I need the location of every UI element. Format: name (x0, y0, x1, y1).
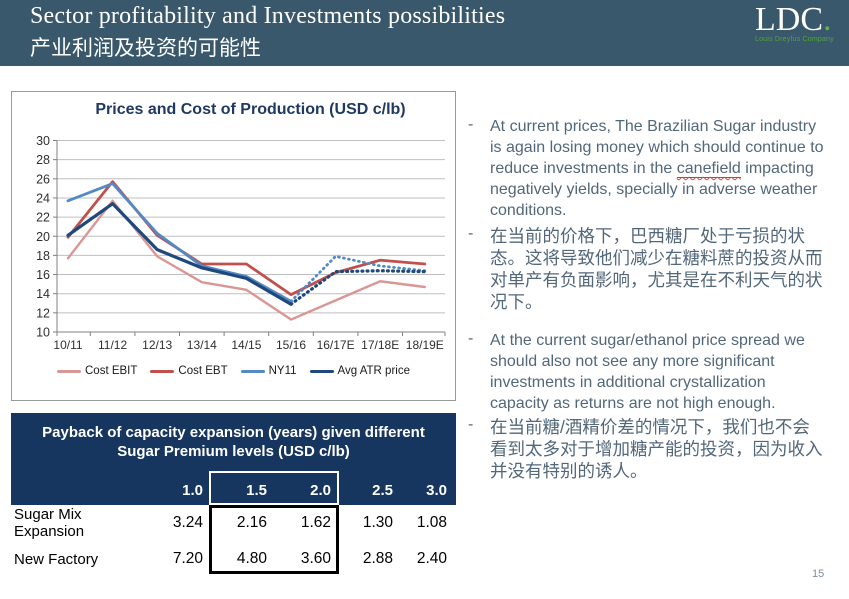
ldc-logo-text: LDC. (755, 1, 832, 38)
payback-table-header: Payback of capacity expansion (years) gi… (11, 413, 456, 505)
chart-legend: Cost EBIT Cost EBT NY11 Avg ATR price (12, 365, 455, 377)
svg-text:11/12: 11/12 (98, 338, 127, 352)
cell-value: 3.60 (300, 550, 331, 567)
svg-text:10: 10 (36, 326, 50, 340)
table-col-header: 2.0 (310, 481, 331, 499)
ldc-logo-tagline: Louis Dreyfus Company (755, 36, 834, 43)
note-bullet: - At the current sugar/ethanol price spr… (468, 330, 824, 414)
row-label: New Factory (14, 550, 99, 568)
legend-swatch (309, 369, 334, 373)
table-title-line1: Payback of capacity expansion (years) gi… (42, 424, 425, 441)
svg-text:13/14: 13/14 (187, 338, 217, 352)
svg-text:14/15: 14/15 (231, 338, 261, 352)
legend-label: Cost EBIT (85, 365, 138, 377)
canefield-underlined-word: canefield (676, 160, 741, 178)
chart-canvas: 10 12 14 16 18 20 22 24 26 28 30 10/11 11/12 12/13 13/… (36, 134, 446, 352)
note-bullet: - At current prices, The Brazilian Sugar… (468, 116, 824, 221)
cell-value: 1.30 (362, 514, 393, 531)
svg-text:26: 26 (36, 172, 50, 186)
payback-table-panel: Payback of capacity expansion (years) gi… (11, 413, 456, 577)
svg-text:18: 18 (36, 249, 50, 263)
payback-table-body: Sugar Mix Expansion 3.24 2.16 1.62 1.30 … (11, 505, 456, 577)
bullet-text: 在当前糖/酒精价差的情况下，我们也不会看到太多对于增加糖产能的投资，因为收入并没… (490, 417, 823, 481)
svg-text:10/11: 10/11 (53, 338, 82, 352)
cell-value: 4.80 (236, 550, 267, 567)
ldc-logo-dot: . (823, 1, 832, 38)
legend-label: Avg ATR price (337, 365, 410, 377)
svg-text:24: 24 (36, 191, 50, 205)
table-col-header: 2.5 (372, 481, 393, 499)
bullet-text: At current prices, The Brazilian Sugar i… (490, 118, 824, 219)
table-row: New Factory 7.20 4.80 3.60 2.88 2.40 (11, 541, 456, 577)
note-bullet: - 在当前糖/酒精价差的情况下，我们也不会看到太多对于增加糖产能的投资，因为收入… (468, 416, 824, 482)
table-col-header: 1.5 (246, 481, 267, 499)
bullet-dash: - (468, 116, 474, 133)
legend-label: NY11 (268, 365, 297, 377)
chart-panel: Prices and Cost of Production (USD c/lb)… (11, 91, 456, 401)
page-number: 15 (812, 568, 825, 580)
table-col-header: 1.0 (182, 481, 203, 499)
svg-text:12/13: 12/13 (142, 338, 172, 352)
svg-text:18/19E: 18/19E (406, 338, 444, 352)
row-label: Sugar Mix Expansion (14, 506, 85, 540)
cell-value: 3.24 (172, 514, 203, 531)
bullet-text: 在当前的价格下，巴西糖厂处于亏损的状态。这将导致他们减少在糖料蔗的投资从而对单产… (490, 226, 823, 312)
header-band: Sector profitability and Investments pos… (0, 0, 849, 66)
svg-text:16/17E: 16/17E (317, 338, 355, 352)
table-title-line2: Sugar Premium levels (USD c/lb) (117, 443, 350, 460)
ldc-logo: LDC. Louis Dreyfus Company (755, 1, 835, 44)
legend-item: Cost EBIT (57, 365, 137, 377)
legend-item: Cost EBT (150, 365, 228, 377)
legend-item: NY11 (240, 365, 297, 377)
svg-text:17/18E: 17/18E (361, 338, 399, 352)
slide-subtitle-cn: 产业利润及投资的可能性 (30, 36, 261, 60)
cell-value: 2.40 (416, 550, 447, 567)
svg-text:22: 22 (36, 211, 50, 225)
bullet-dash: - (468, 225, 474, 242)
notes-panel: - At current prices, The Brazilian Sugar… (468, 106, 824, 482)
bullet-dash: - (468, 330, 474, 347)
table-col-header: 3.0 (426, 481, 447, 499)
svg-text:14: 14 (36, 287, 50, 301)
legend-swatch (57, 369, 81, 373)
cell-value: 2.88 (362, 550, 393, 567)
svg-text:28: 28 (36, 153, 50, 167)
slide-title: Sector profitability and Investments pos… (30, 3, 506, 29)
legend-item: Avg ATR price (309, 365, 410, 377)
svg-text:30: 30 (36, 134, 50, 148)
svg-text:16: 16 (36, 268, 50, 282)
note-bullet: - 在当前的价格下，巴西糖厂处于亏损的状态。这将导致他们减少在糖料蔗的投资从而对… (468, 225, 824, 313)
table-column-headers: 1.0 1.5 2.0 2.5 3.0 (11, 475, 456, 505)
table-row: Sugar Mix Expansion 3.24 2.16 1.62 1.30 … (11, 505, 456, 541)
legend-swatch (240, 369, 265, 373)
svg-text:20: 20 (36, 230, 50, 244)
svg-text:15/16: 15/16 (276, 338, 306, 352)
cell-value: 2.16 (236, 514, 267, 531)
chart-title: Prices and Cost of Production (USD c/lb) (95, 101, 406, 118)
cell-value: 1.08 (416, 514, 447, 531)
bullet-dash: - (468, 416, 474, 433)
svg-text:12: 12 (36, 306, 50, 320)
cell-value: 7.20 (172, 550, 203, 567)
cell-value: 1.62 (300, 514, 331, 531)
legend-swatch (150, 369, 175, 373)
legend-label: Cost EBT (178, 365, 228, 377)
bullet-text: At the current sugar/ethanol price sprea… (490, 332, 805, 412)
